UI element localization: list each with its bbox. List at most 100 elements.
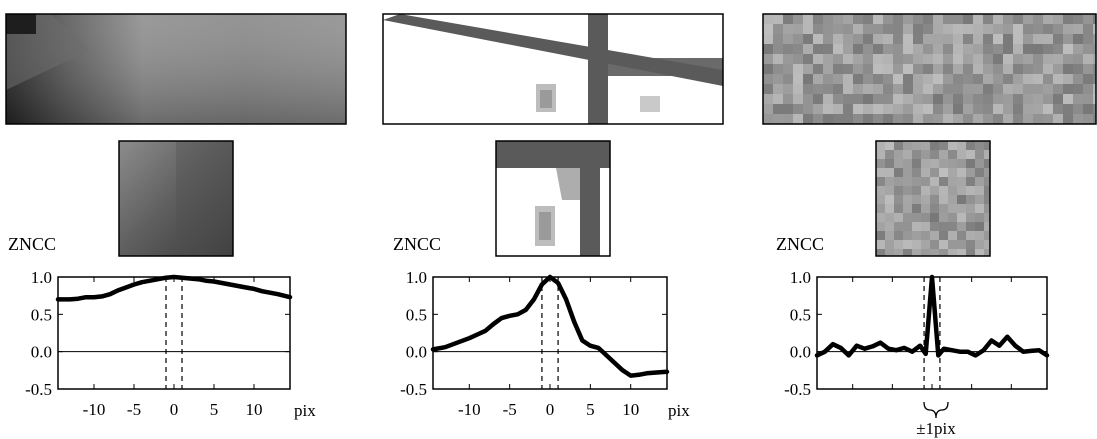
noise-pixel <box>966 186 975 195</box>
noise-pixel <box>793 34 803 44</box>
noise-pixel <box>930 231 939 240</box>
noise-pixel <box>853 64 863 74</box>
noise-pixel <box>957 204 966 213</box>
noise-pixel <box>957 222 966 231</box>
noise-pixel <box>957 150 966 159</box>
noise-pixel <box>943 114 953 124</box>
noise-pixel <box>893 114 903 124</box>
panel-b-chart: 1.0 0.5 0.0 -0.5 -10 -5 0 5 10 <box>400 268 670 419</box>
noise-pixel <box>957 249 966 256</box>
noise-pixel <box>973 104 983 114</box>
noise-pixel <box>813 24 823 34</box>
noise-pixel <box>876 204 885 213</box>
noise-pixel <box>933 64 943 74</box>
noise-pixel <box>1043 94 1053 104</box>
noise-pixel <box>1083 94 1093 104</box>
y-tick-label: 1.0 <box>31 268 52 287</box>
noise-pixel <box>773 44 783 54</box>
noise-pixel <box>873 84 883 94</box>
noise-pixel <box>957 195 966 204</box>
noise-pixel <box>912 249 921 256</box>
noise-pixel <box>1093 54 1096 64</box>
noise-pixel <box>1003 54 1013 64</box>
noise-pixel <box>893 74 903 84</box>
noise-pixel <box>993 34 1003 44</box>
noise-pixel <box>833 94 843 104</box>
noise-pixel <box>903 34 913 44</box>
noise-pixel <box>1013 14 1023 24</box>
noise-pixel <box>1083 64 1093 74</box>
panel-c-bracket <box>923 401 949 419</box>
noise-pixel <box>903 240 912 249</box>
noise-pixel <box>984 186 990 195</box>
y-tick-label: -0.5 <box>400 380 427 399</box>
noise-pixel <box>966 168 975 177</box>
noise-pixel <box>953 84 963 94</box>
noise-pixel <box>863 54 873 64</box>
noise-pixel <box>1023 94 1033 104</box>
noise-pixel <box>843 54 853 64</box>
noise-pixel <box>1053 84 1063 94</box>
noise-pixel <box>933 54 943 64</box>
noise-pixel <box>1083 44 1093 54</box>
noise-pixel <box>983 104 993 114</box>
noise-pixel <box>953 74 963 84</box>
panel-b-y-title: ZNCC <box>393 234 441 254</box>
noise-pixel <box>948 141 957 150</box>
noise-pixel <box>843 84 853 94</box>
noise-pixel <box>783 94 793 104</box>
noise-pixel <box>893 44 903 54</box>
noise-pixel <box>1093 14 1096 24</box>
noise-pixel <box>876 186 885 195</box>
noise-pixel <box>984 249 990 256</box>
noise-pixel <box>763 64 773 74</box>
noise-pixel <box>993 104 1003 114</box>
image-frame <box>875 140 991 257</box>
noise-pixel <box>873 74 883 84</box>
y-tick-label: -0.5 <box>25 380 52 399</box>
noise-pixel <box>1063 74 1073 84</box>
noise-pixel <box>973 34 983 44</box>
noise-pixel <box>843 114 853 124</box>
noise-pixel <box>883 114 893 124</box>
noise-pixel <box>773 114 783 124</box>
noise-pixel <box>763 14 773 24</box>
noise-pixel <box>948 186 957 195</box>
noise-pixel <box>894 213 903 222</box>
noise-pixel <box>763 34 773 44</box>
noise-pixel <box>939 141 948 150</box>
noise-pixel <box>1073 104 1083 114</box>
noise-pixel <box>966 240 975 249</box>
noise-pixel <box>1073 94 1083 104</box>
noise-pixel <box>930 159 939 168</box>
noise-pixel <box>823 54 833 64</box>
noise-pixel <box>773 84 783 94</box>
noise-pixel <box>913 54 923 64</box>
noise-pixel <box>921 141 930 150</box>
noise-pixel <box>966 231 975 240</box>
noise-pixel <box>993 64 1003 74</box>
noise-pixel <box>933 104 943 114</box>
noise-pixel <box>1023 104 1033 114</box>
noise-pixel <box>930 141 939 150</box>
noise-pixel <box>894 168 903 177</box>
noise-pixel <box>1073 84 1083 94</box>
noise-pixel <box>1053 74 1063 84</box>
noise-pixel <box>912 204 921 213</box>
noise-pixel <box>813 114 823 124</box>
noise-pixel <box>843 74 853 84</box>
noise-pixel <box>984 222 990 231</box>
noise-pixel <box>783 44 793 54</box>
noise-pixel <box>953 24 963 34</box>
noise-pixel <box>813 94 823 104</box>
noise-pixel <box>1023 14 1033 24</box>
noise-pixel <box>813 14 823 24</box>
noise-pixel <box>1063 54 1073 64</box>
noise-pixel <box>1063 44 1073 54</box>
noise-pixel <box>984 150 990 159</box>
noise-pixel <box>1043 84 1053 94</box>
noise-pixel <box>863 104 873 114</box>
noise-pixel <box>1093 114 1096 124</box>
noise-pixel <box>893 84 903 94</box>
noise-pixel <box>823 14 833 24</box>
